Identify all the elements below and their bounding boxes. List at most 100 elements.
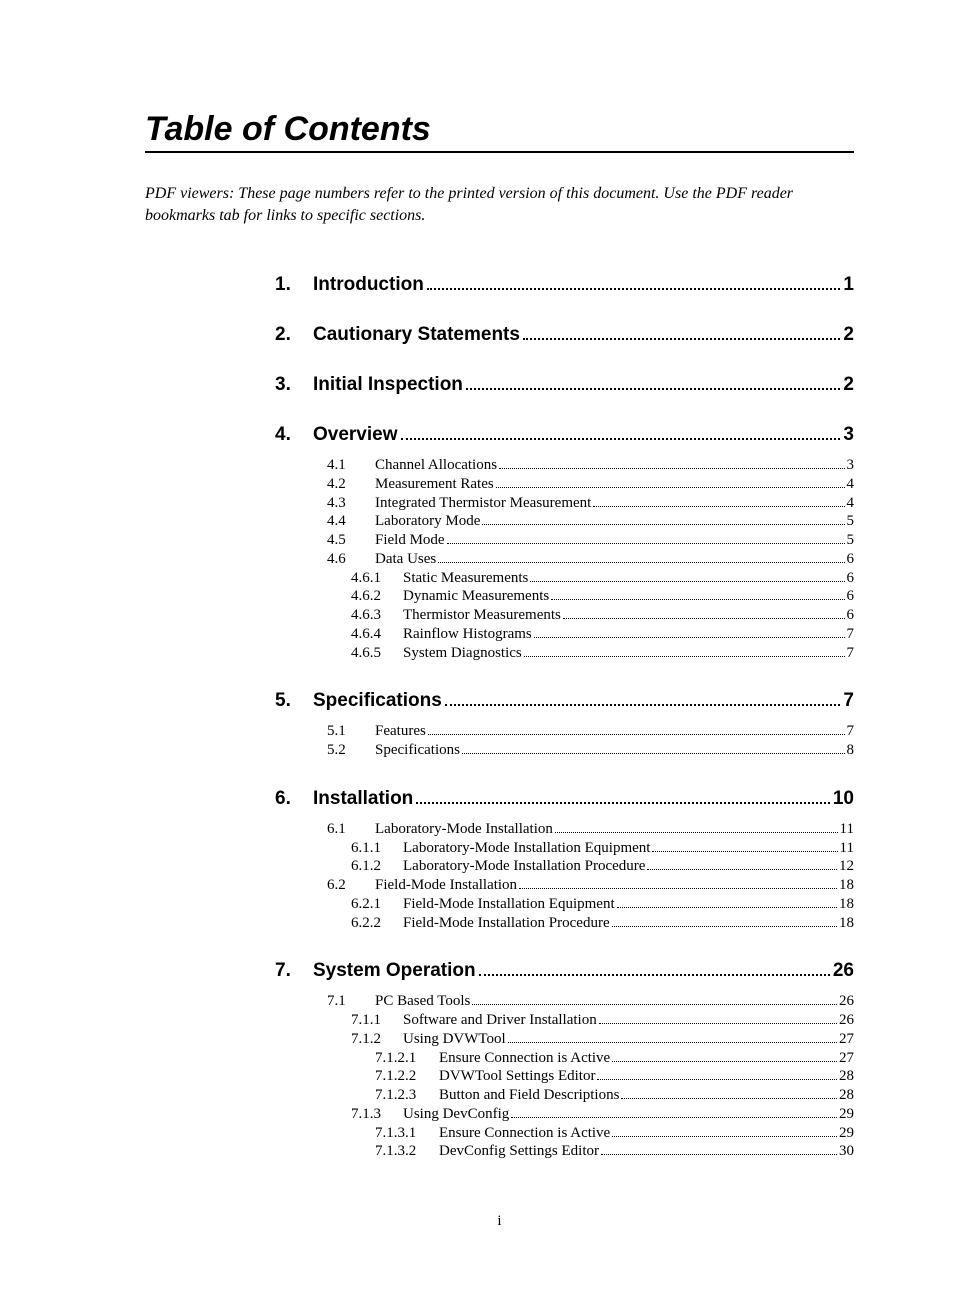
toc-section-title: Initial Inspection: [313, 374, 463, 396]
toc-entry: 4.3Integrated Thermistor Measurement4: [275, 494, 854, 513]
toc-leader: [612, 1061, 837, 1062]
toc-entry-page: 18: [839, 876, 854, 895]
table-of-contents: 1.Introduction12.Cautionary Statements23…: [275, 274, 854, 1161]
toc-entry-title: Field-Mode Installation Procedure: [403, 914, 610, 933]
toc-section-number: 6.: [275, 788, 313, 810]
toc-section-number: 2.: [275, 324, 313, 346]
toc-entries: 5.1Features75.2Specifications8: [275, 722, 854, 760]
toc-section: 1.Introduction1: [275, 274, 854, 296]
toc-entry-number: 4.6.2: [351, 587, 403, 606]
toc-entry-page: 30: [839, 1142, 854, 1161]
toc-entry-page: 12: [839, 857, 854, 876]
toc-entry-number: 6.2.2: [351, 914, 403, 933]
toc-leader: [563, 618, 845, 619]
toc-leader: [416, 802, 830, 804]
toc-entry-title: Integrated Thermistor Measurement: [375, 494, 591, 513]
toc-entry-title: Ensure Connection is Active: [439, 1049, 610, 1068]
page-number: i: [145, 1213, 854, 1230]
toc-section: 4.Overview 3: [275, 424, 854, 446]
toc-entry: 4.1Channel Allocations3: [275, 456, 854, 475]
toc-entry-page: 6: [847, 550, 855, 569]
toc-section-number: 7.: [275, 960, 313, 982]
toc-leader: [612, 1136, 837, 1137]
toc-section-number: 3.: [275, 374, 313, 396]
toc-section: 6.Installation10: [275, 788, 854, 810]
toc-section-page: 3: [843, 424, 854, 446]
toc-entry-number: 4.2: [327, 475, 375, 494]
toc-entry-number: 7.1.1: [351, 1011, 403, 1030]
toc-leader: [612, 926, 837, 927]
toc-leader: [647, 869, 837, 870]
toc-leader: [438, 562, 844, 563]
toc-section-title: Overview: [313, 424, 398, 446]
toc-entry: 7.1.2.3Button and Field Descriptions 28: [275, 1086, 854, 1105]
document-page: Table of Contents PDF viewers: These pag…: [0, 0, 954, 1290]
toc-leader: [447, 543, 845, 544]
toc-section-title: System Operation: [313, 960, 476, 982]
toc-entry-page: 28: [839, 1086, 854, 1105]
pdf-viewer-note: PDF viewers: These page numbers refer to…: [145, 183, 854, 226]
toc-entry-page: 5: [847, 531, 855, 550]
toc-entry-page: 29: [839, 1105, 854, 1124]
toc-entry-page: 18: [839, 895, 854, 914]
toc-entry-number: 7.1.2.3: [375, 1086, 439, 1105]
toc-entry-title: Measurement Rates: [375, 475, 494, 494]
toc-entry: 6.1Laboratory-Mode Installation11: [275, 820, 854, 839]
toc-section-title: Cautionary Statements: [313, 324, 520, 346]
toc-leader: [508, 1042, 837, 1043]
toc-entry-page: 27: [839, 1030, 854, 1049]
toc-section-number: 5.: [275, 690, 313, 712]
toc-entry-title: Button and Field Descriptions: [439, 1086, 619, 1105]
toc-entry-number: 4.5: [327, 531, 375, 550]
toc-entry-number: 7.1.3.1: [375, 1124, 439, 1143]
toc-entry: 6.1.2Laboratory-Mode Installation Proced…: [275, 857, 854, 876]
toc-section-page: 7: [843, 690, 854, 712]
toc-entry-page: 7: [847, 625, 855, 644]
toc-leader: [617, 907, 837, 908]
toc-entry-number: 6.1.1: [351, 839, 403, 858]
toc-leader: [401, 438, 841, 440]
toc-entry-title: System Diagnostics: [403, 644, 522, 663]
toc-entry: 4.4Laboratory Mode5: [275, 512, 854, 531]
toc-entry: 4.6.2Dynamic Measurements6: [275, 587, 854, 606]
toc-entry: 5.1Features7: [275, 722, 854, 741]
toc-entry: 7.1.2Using DVWTool27: [275, 1030, 854, 1049]
toc-section-title: Installation: [313, 788, 413, 810]
toc-leader: [534, 637, 845, 638]
toc-entry-number: 4.6: [327, 550, 375, 569]
toc-entry-page: 7: [847, 722, 855, 741]
toc-entry: 4.6.1Static Measurements6: [275, 569, 854, 588]
toc-entry: 6.1.1Laboratory-Mode Installation Equipm…: [275, 839, 854, 858]
toc-leader: [652, 851, 837, 852]
toc-entry-title: Using DVWTool: [403, 1030, 506, 1049]
toc-entry: 4.2Measurement Rates4: [275, 475, 854, 494]
toc-entries: 7.1PC Based Tools267.1.1Software and Dri…: [275, 992, 854, 1161]
toc-leader: [551, 599, 844, 600]
toc-entry-title: Ensure Connection is Active: [439, 1124, 610, 1143]
toc-leader: [466, 388, 841, 390]
toc-leader: [472, 1004, 837, 1005]
toc-entry-number: 7.1.3.2: [375, 1142, 439, 1161]
toc-leader: [601, 1154, 837, 1155]
toc-entry: 4.6.3Thermistor Measurements6: [275, 606, 854, 625]
toc-section-number: 1.: [275, 274, 313, 296]
toc-entry-page: 26: [839, 992, 854, 1011]
toc-entry: 6.2Field-Mode Installation18: [275, 876, 854, 895]
toc-entry: 7.1.3Using DevConfig29: [275, 1105, 854, 1124]
toc-entry: 6.2.2Field-Mode Installation Procedure18: [275, 914, 854, 933]
toc-entry: 5.2Specifications8: [275, 741, 854, 760]
toc-entry-title: Laboratory-Mode Installation Equipment: [403, 839, 650, 858]
toc-entry-page: 3: [847, 456, 855, 475]
toc-entry-title: Channel Allocations: [375, 456, 497, 475]
toc-entry-title: Laboratory Mode: [375, 512, 480, 531]
toc-entry-title: Data Uses: [375, 550, 436, 569]
toc-entry: 4.6.5System Diagnostics7: [275, 644, 854, 663]
toc-leader: [479, 974, 830, 976]
toc-entry-title: Software and Driver Installation: [403, 1011, 597, 1030]
toc-entry-number: 7.1: [327, 992, 375, 1011]
toc-section-number: 4.: [275, 424, 313, 446]
toc-entry-number: 7.1.3: [351, 1105, 403, 1124]
toc-entry-page: 11: [840, 839, 854, 858]
toc-entry-page: 4: [847, 494, 855, 513]
toc-entry-title: Field-Mode Installation: [375, 876, 517, 895]
